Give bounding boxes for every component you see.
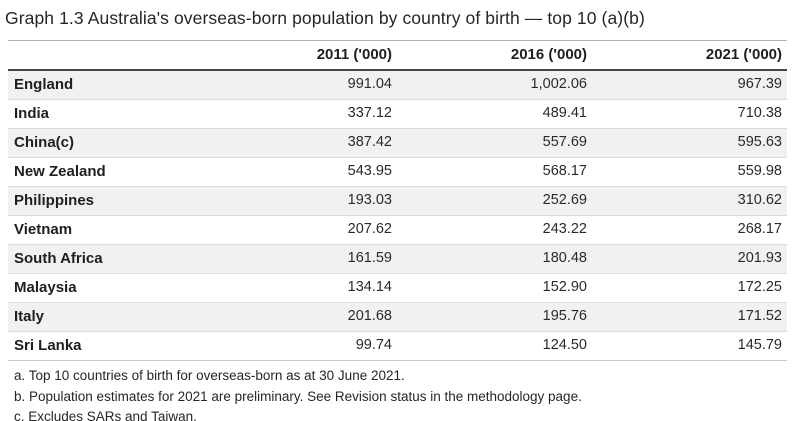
value-cell: 387.42	[347, 134, 392, 150]
value-cell: 1,002.06	[530, 76, 587, 92]
country-cell: India	[14, 105, 50, 122]
value-cell: 124.50	[542, 337, 587, 353]
table-row: England 991.04 1,002.06 967.39	[8, 70, 787, 100]
value-cell: 152.90	[542, 279, 587, 295]
value-cell: 559.98	[737, 163, 782, 179]
country-cell: Malaysia	[14, 279, 77, 296]
value-cell: 268.17	[737, 221, 782, 237]
value-cell: 967.39	[737, 76, 782, 92]
value-cell: 145.79	[737, 337, 782, 353]
country-cell: Italy	[14, 308, 45, 325]
value-cell: 252.69	[542, 192, 587, 208]
column-header-country	[8, 40, 202, 71]
country-cell: New Zealand	[14, 163, 106, 180]
footnotes: a. Top 10 countries of birth for oversea…	[14, 366, 800, 421]
value-cell: 134.14	[347, 279, 392, 295]
column-header-2016: 2016 ('000)	[397, 40, 592, 71]
header-row: 2011 ('000) 2016 ('000) 2021 ('000)	[8, 40, 787, 71]
value-cell: 161.59	[347, 250, 392, 266]
column-header-2011: 2011 ('000)	[202, 40, 397, 71]
table-header: 2011 ('000) 2016 ('000) 2021 ('000)	[8, 40, 787, 71]
table-row: Philippines 193.03 252.69 310.62	[8, 186, 787, 216]
value-cell: 337.12	[347, 105, 392, 121]
value-cell: 195.76	[542, 308, 587, 324]
value-cell: 171.52	[737, 308, 782, 324]
footnote-b: b. Population estimates for 2021 are pre…	[14, 388, 582, 404]
value-cell: 310.62	[737, 192, 782, 208]
value-cell: 201.93	[737, 250, 782, 266]
value-cell: 543.95	[347, 163, 392, 179]
value-cell: 180.48	[542, 250, 587, 266]
country-cell: England	[14, 76, 74, 93]
country-cell: Philippines	[14, 192, 95, 209]
value-cell: 201.68	[347, 308, 392, 324]
graph-title: Graph 1.3 Australia's overseas-born popu…	[5, 8, 645, 28]
table-row: New Zealand 543.95 568.17 559.98	[8, 157, 787, 187]
country-cell: Sri Lanka	[14, 337, 82, 354]
footnote-c: c. Excludes SARs and Taiwan.	[14, 409, 197, 421]
country-cell: China(c)	[14, 134, 74, 151]
column-header-2021: 2021 ('000)	[592, 40, 787, 71]
value-cell: 991.04	[347, 76, 392, 92]
value-cell: 595.63	[737, 134, 782, 150]
value-cell: 710.38	[737, 105, 782, 121]
table-row: Vietnam 207.62 243.22 268.17	[8, 215, 787, 245]
value-cell: 172.25	[737, 279, 782, 295]
table-row: Italy 201.68 195.76 171.52	[8, 302, 787, 332]
value-cell: 489.41	[542, 105, 587, 121]
table-row: India 337.12 489.41 710.38	[8, 99, 787, 129]
value-cell: 193.03	[347, 192, 392, 208]
value-cell: 207.62	[347, 221, 392, 237]
country-cell: Vietnam	[14, 221, 73, 238]
table-row: Malaysia 134.14 152.90 172.25	[8, 273, 787, 303]
footnote-a: a. Top 10 countries of birth for oversea…	[14, 368, 405, 383]
value-cell: 568.17	[542, 163, 587, 179]
country-cell: South Africa	[14, 250, 103, 267]
table-row: China(c) 387.42 557.69 595.63	[8, 128, 787, 158]
table-row: South Africa 161.59 180.48 201.93	[8, 244, 787, 274]
value-cell: 99.74	[355, 337, 392, 353]
table-body: England 991.04 1,002.06 967.39 India 337.12 48…	[8, 70, 787, 361]
table-row: Sri Lanka 99.74 124.50 145.79	[8, 331, 787, 361]
value-cell: 557.69	[542, 134, 587, 150]
population-table: 2011 ('000) 2016 ('000) 2021 ('000) Engl…	[8, 40, 787, 361]
value-cell: 243.22	[542, 221, 587, 237]
